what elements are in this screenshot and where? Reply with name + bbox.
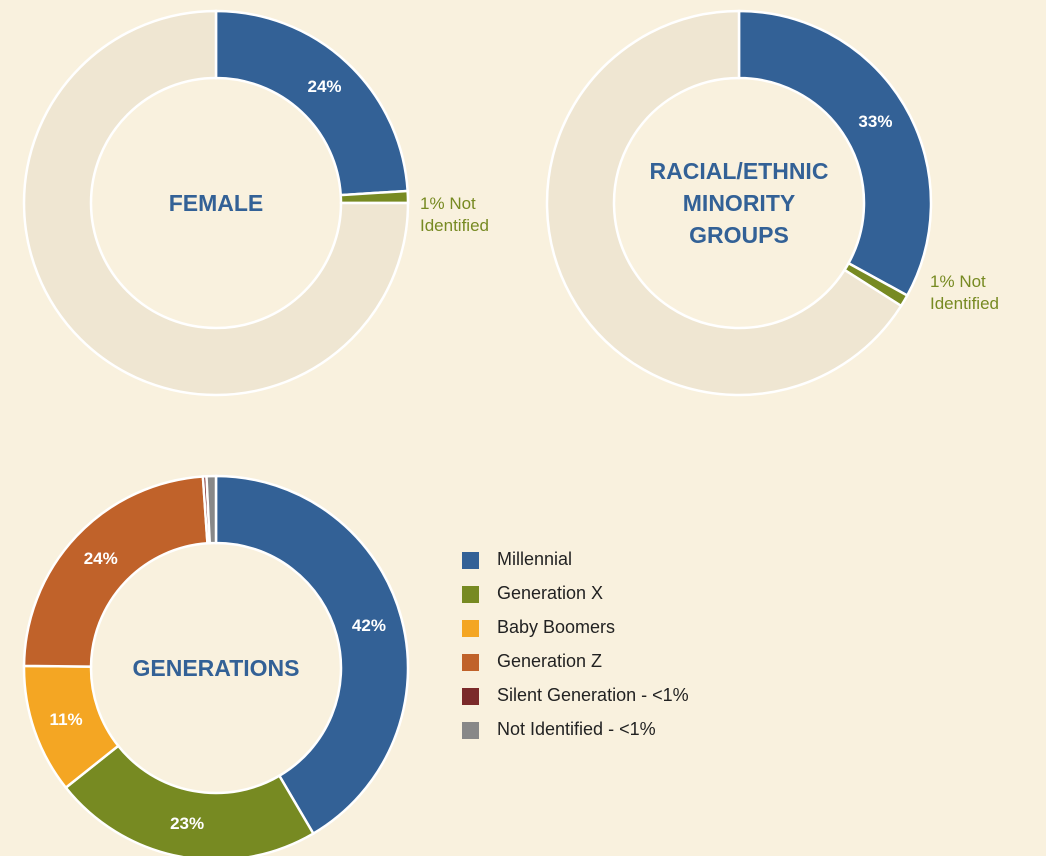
slice [22,475,209,668]
center-title: RACIAL/ETHNIC MINORITY GROUPS [649,158,829,248]
value-label: 1% [930,272,955,291]
legend-swatch [462,722,479,739]
category-label: Not Identified [420,194,489,235]
legend-label: Silent Generation - <1% [497,685,689,705]
outside-label: 1% Not Identified [420,193,515,237]
category-label: Not Identified [930,272,999,313]
slice [205,474,218,545]
slice [737,9,933,298]
legend-label: Not Identified - <1% [497,719,656,739]
legend-swatch [462,654,479,671]
legend-swatch [462,552,479,569]
value-label: 33% [858,112,893,132]
legend-label: Generation Z [497,651,603,671]
value-label: 24% [83,549,118,569]
legend-swatch [462,688,479,705]
slice [22,9,410,397]
legend-swatch [462,620,479,637]
legend-label: Baby Boomers [497,617,616,637]
value-label: 24% [307,77,342,97]
legend-label: Millennial [497,549,573,569]
value-label: 23% [170,813,205,833]
center-title: GENERATIONS [132,655,300,681]
slice [64,744,316,856]
value-label: 11% [49,709,83,729]
slice [545,9,903,397]
slice [214,9,409,197]
value-label: 1% [420,194,445,213]
center-title: FEMALE [168,190,264,216]
legend-label: Generation X [497,583,604,603]
value-label: 42% [351,616,386,636]
slice [214,474,410,836]
outside-label: 1% Not Identified [930,271,1025,315]
legend-swatch [462,586,479,603]
